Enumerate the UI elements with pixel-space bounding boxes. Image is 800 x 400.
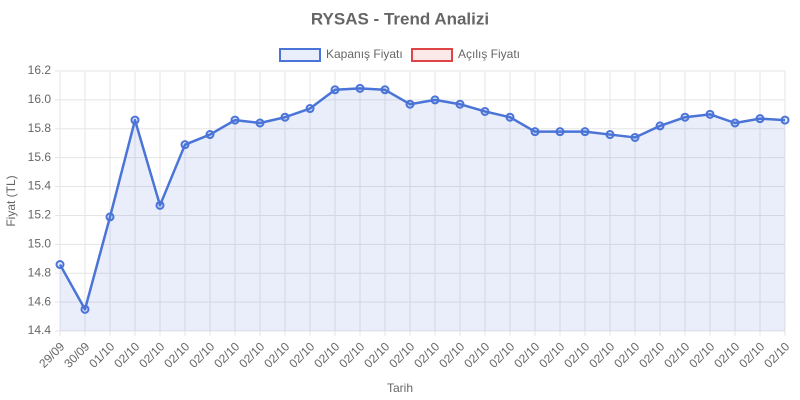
x-tick-label: 02/10	[686, 339, 717, 370]
x-tick-label: 02/10	[636, 339, 667, 370]
point	[655, 121, 665, 131]
x-tick-label: 02/10	[336, 339, 367, 370]
point	[80, 304, 90, 314]
line-area	[60, 88, 785, 331]
y-tick-label: 15.0	[28, 237, 52, 251]
point	[355, 83, 365, 93]
x-tick-label: 02/10	[311, 339, 342, 370]
x-tick-label: 02/10	[611, 339, 642, 370]
x-tick-label: 01/10	[86, 339, 117, 370]
point	[305, 104, 315, 114]
x-tick-label: 02/10	[386, 339, 417, 370]
point	[530, 127, 540, 137]
legend-label: Açılış Fiyatı	[458, 47, 520, 61]
y-tick-label: 14.4	[28, 323, 52, 337]
x-tick-label: 02/10	[186, 339, 217, 370]
point	[405, 99, 415, 109]
point	[330, 85, 340, 95]
x-tick-label: 02/10	[211, 339, 242, 370]
x-tick-label: 02/10	[461, 339, 492, 370]
x-tick-label: 02/10	[661, 339, 692, 370]
x-tick-label: 02/10	[236, 339, 267, 370]
point	[380, 85, 390, 95]
y-tick-label: 16.0	[28, 92, 52, 106]
point	[630, 132, 640, 142]
x-tick-label: 02/10	[261, 339, 292, 370]
x-tick-label: 29/09	[36, 339, 67, 370]
point	[705, 109, 715, 119]
y-tick-label: 14.8	[28, 265, 52, 279]
y-axis-title: Fiyat (TL)	[4, 175, 18, 226]
x-tick-label: 02/10	[761, 339, 792, 370]
x-tick-label: 02/10	[411, 339, 442, 370]
y-tick-label: 15.2	[28, 208, 52, 222]
y-tick-label: 15.4	[28, 179, 52, 193]
x-tick-label: 02/10	[111, 339, 142, 370]
point	[155, 200, 165, 210]
x-tick-label: 02/10	[436, 339, 467, 370]
x-tick-label: 02/10	[161, 339, 192, 370]
point	[205, 130, 215, 140]
x-tick-label: 02/10	[586, 339, 617, 370]
x-tick-label: 02/10	[561, 339, 592, 370]
point	[130, 115, 140, 125]
point	[255, 118, 265, 128]
point	[780, 115, 790, 125]
point	[605, 130, 615, 140]
point	[455, 99, 465, 109]
y-tick-label: 16.2	[28, 63, 52, 77]
x-tick-label: 02/10	[711, 339, 742, 370]
y-tick-label: 15.6	[28, 150, 52, 164]
point	[55, 260, 65, 270]
legend-swatch	[411, 48, 453, 62]
point	[680, 112, 690, 122]
legend-swatch	[279, 48, 321, 62]
y-tick-label: 14.6	[28, 294, 52, 308]
x-tick-label: 02/10	[361, 339, 392, 370]
chart-title: RYSAS - Trend Analizi	[311, 9, 489, 28]
point	[280, 112, 290, 122]
x-tick-label: 02/10	[536, 339, 567, 370]
point	[230, 115, 240, 125]
y-tick-label: 15.8	[28, 121, 52, 135]
x-tick-label: 02/10	[736, 339, 767, 370]
point	[555, 127, 565, 137]
point	[755, 114, 765, 124]
x-tick-label: 30/09	[61, 339, 92, 370]
point	[480, 106, 490, 116]
x-tick-label: 02/10	[136, 339, 167, 370]
point	[730, 118, 740, 128]
point	[105, 212, 115, 222]
x-tick-label: 02/10	[511, 339, 542, 370]
point	[180, 140, 190, 150]
x-axis-title: Tarih	[387, 381, 413, 395]
x-tick-label: 02/10	[286, 339, 317, 370]
point	[505, 112, 515, 122]
point	[580, 127, 590, 137]
x-tick-label: 02/10	[486, 339, 517, 370]
point	[430, 95, 440, 105]
legend-label: Kapanış Fiyatı	[326, 47, 403, 61]
